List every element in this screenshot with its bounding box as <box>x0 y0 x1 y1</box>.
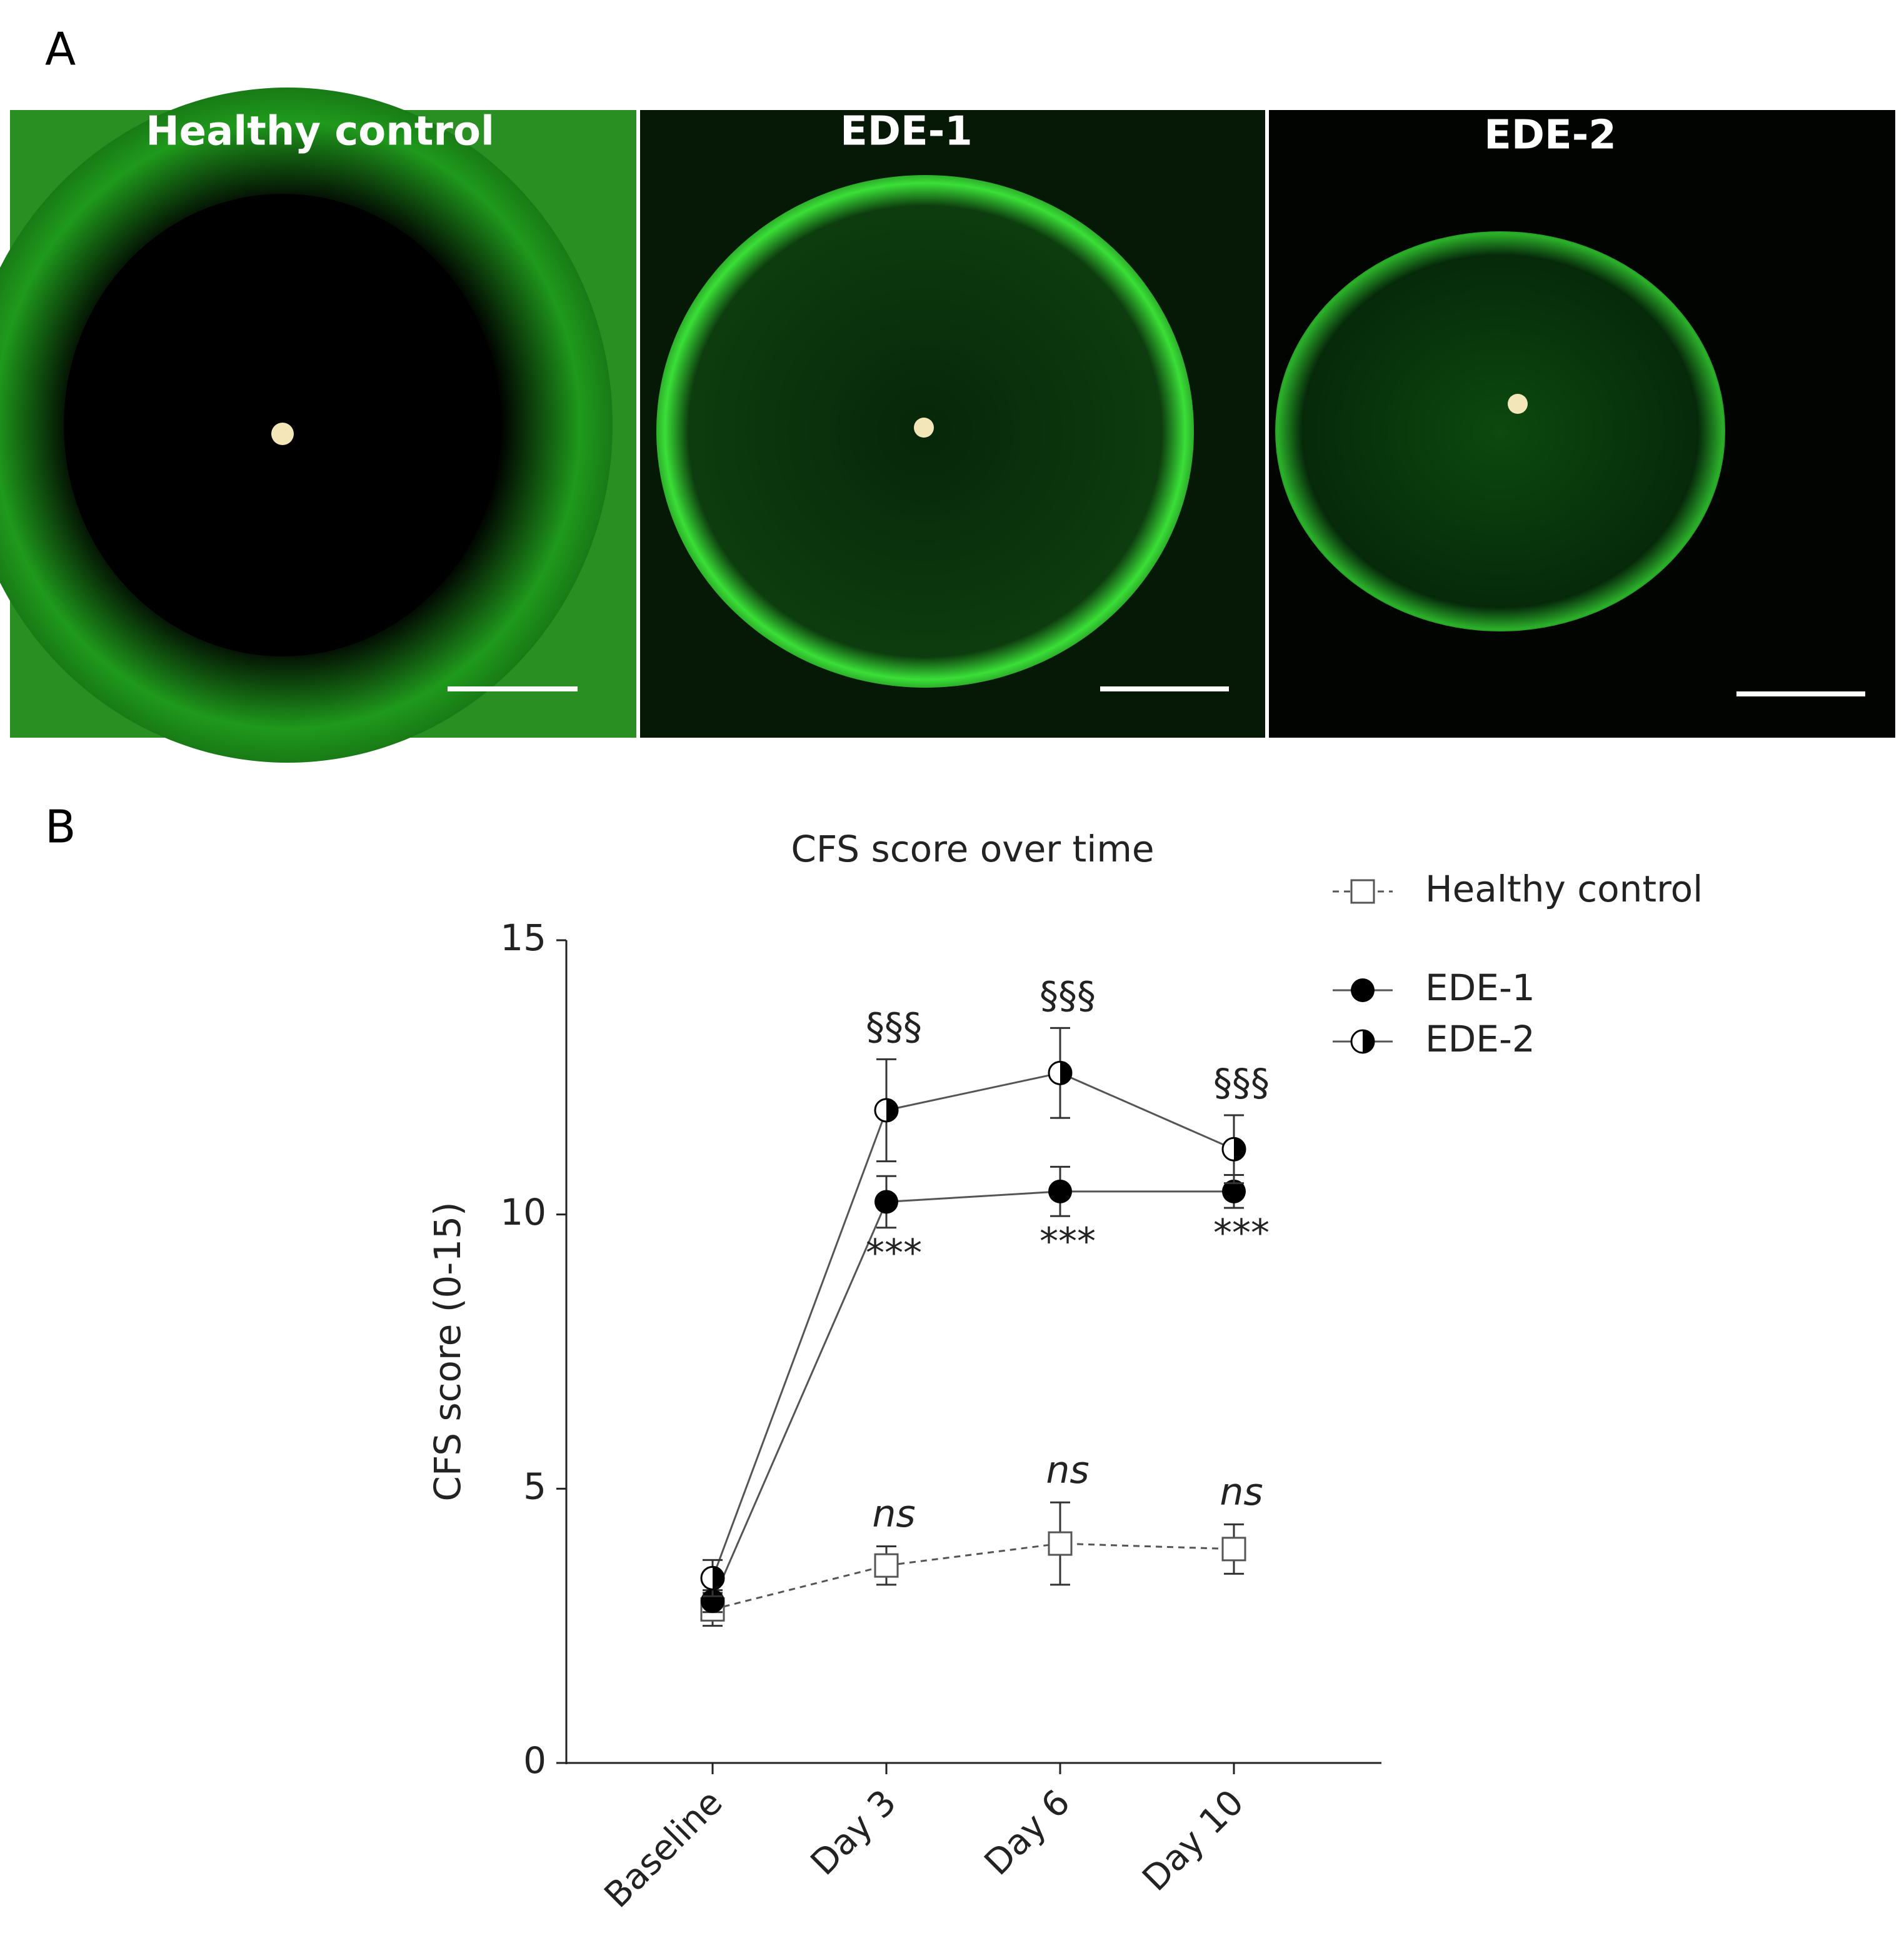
image-label: Healthy control <box>146 109 494 155</box>
legend-label: EDE-1 <box>1425 966 1535 1009</box>
x-tick-label: Day 10 <box>1135 1782 1251 1899</box>
marker <box>874 1553 899 1578</box>
marker <box>874 1190 898 1214</box>
annotation: *** <box>1213 1212 1270 1255</box>
annotation: §§§ <box>1040 974 1096 1018</box>
photo <box>0 88 636 763</box>
annotation: ns <box>872 1492 915 1536</box>
marker <box>1221 1537 1246 1562</box>
legend-marker <box>1350 879 1375 904</box>
x-tick-label: Day 3 <box>803 1782 904 1884</box>
x-tick-label: Day 6 <box>977 1782 1078 1884</box>
x-tick-label: Baseline <box>597 1782 731 1916</box>
image-label: EDE-2 <box>1484 113 1616 159</box>
marker <box>874 1098 899 1123</box>
annotation: §§§ <box>866 1005 922 1049</box>
image-label: EDE-1 <box>840 109 973 155</box>
photo <box>1269 110 1895 738</box>
marker-half <box>1060 1062 1071 1085</box>
y-axis-label: CFS score (0-15) <box>426 1202 469 1501</box>
marker <box>1221 1137 1246 1162</box>
series-line <box>711 1072 1235 1579</box>
annotation: ns <box>1220 1470 1263 1514</box>
panel-label: A <box>45 23 76 76</box>
legend-marker <box>1350 1029 1375 1054</box>
legend-label: EDE-2 <box>1425 1018 1535 1060</box>
series-line <box>712 1542 1235 1610</box>
marker <box>1048 1531 1073 1556</box>
annotation: §§§ <box>1213 1061 1270 1105</box>
y-tick-label: 0 <box>523 1739 546 1782</box>
marker-half <box>886 1098 898 1122</box>
annotation: ns <box>1046 1448 1089 1492</box>
annotation: *** <box>866 1231 922 1275</box>
y-tick-label: 5 <box>523 1465 546 1507</box>
panel-label: B <box>45 801 76 853</box>
legend-marker <box>1351 978 1375 1002</box>
marker-half <box>713 1567 724 1590</box>
chart-title: CFS score over time <box>791 828 1154 870</box>
marker-half <box>1234 1138 1245 1161</box>
marker <box>1048 1179 1072 1203</box>
legend-label: Healthy control <box>1425 868 1703 910</box>
marker <box>700 1565 725 1590</box>
y-tick-label: 15 <box>500 916 546 959</box>
y-tick-label: 10 <box>500 1191 546 1233</box>
marker <box>1048 1060 1073 1085</box>
series-line <box>711 1190 1234 1602</box>
marker <box>1222 1179 1246 1203</box>
marker <box>701 1589 724 1614</box>
marker-half <box>1363 1030 1374 1053</box>
annotation: *** <box>1040 1220 1096 1263</box>
photo <box>640 110 1265 738</box>
